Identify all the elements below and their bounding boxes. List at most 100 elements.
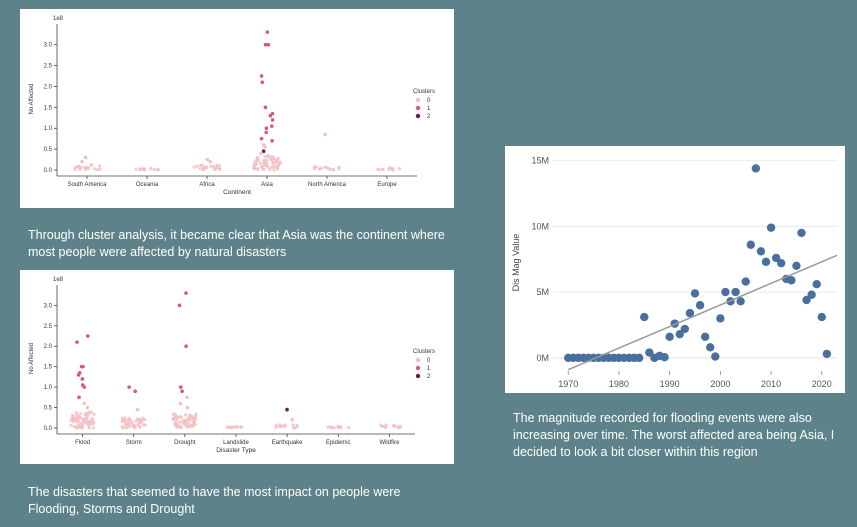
data-point — [802, 295, 811, 305]
data-point-cluster-0 — [87, 420, 91, 424]
data-point-cluster-0 — [91, 426, 96, 430]
data-point-cluster-0 — [193, 416, 197, 420]
data-point — [700, 332, 710, 342]
data-point-cluster-0 — [328, 167, 333, 171]
data-point-cluster-0 — [179, 426, 183, 430]
continent-caption: Through cluster analysis, it became clea… — [28, 228, 445, 259]
data-point-cluster-1 — [270, 118, 275, 122]
data-point — [706, 343, 715, 352]
continent-chart-panel: 1e8 0.0 0.5 1.0 1.5 2.0 2.5 3.0 No Affected South… — [20, 9, 454, 208]
data-point-cluster-0 — [179, 415, 184, 419]
y-tick-label: 0M — [536, 353, 549, 363]
data-point-cluster-0 — [330, 426, 334, 430]
data-point-cluster-0 — [186, 418, 190, 422]
legend-marker-cluster-0 — [415, 357, 421, 363]
data-point-cluster-0 — [278, 423, 282, 427]
data-point-cluster-0 — [138, 425, 142, 430]
data-point-cluster-1 — [259, 136, 264, 141]
data-point-cluster-1 — [265, 30, 270, 34]
data-point-cluster-1 — [259, 74, 264, 78]
data-point — [660, 352, 669, 362]
data-point-cluster-0 — [83, 417, 87, 421]
data-point-cluster-0 — [263, 155, 267, 159]
data-point-cluster-1 — [263, 42, 268, 47]
data-point-cluster-0 — [331, 167, 335, 172]
legend-title: Clusters — [413, 349, 435, 355]
data-point-cluster-0 — [265, 162, 269, 166]
data-point-cluster-0 — [134, 419, 138, 423]
data-point-cluster-0 — [265, 158, 269, 162]
data-point-cluster-1 — [75, 340, 79, 344]
data-point-cluster-0 — [133, 426, 137, 430]
data-point-cluster-0 — [211, 164, 216, 169]
data-point-cluster-0 — [71, 420, 75, 424]
data-point — [761, 257, 771, 267]
legend-label-cluster-1: 1 — [427, 106, 431, 112]
data-point-cluster-0 — [80, 159, 84, 164]
data-point — [812, 280, 821, 289]
y-tick-label: 15M — [531, 156, 549, 166]
data-point-cluster-0 — [276, 166, 280, 170]
data-point-cluster-0 — [125, 418, 129, 422]
data-point-cluster-1 — [77, 395, 81, 400]
y-tick-label: 2.0 — [44, 84, 53, 90]
x-tick-label: Europe — [377, 182, 397, 188]
data-point — [680, 324, 690, 334]
x-tick-label: 1980 — [609, 379, 629, 389]
data-point-cluster-0 — [215, 163, 219, 167]
trend-line — [567, 254, 838, 371]
x-tick-label: Oceania — [136, 182, 159, 188]
data-point-cluster-0 — [380, 167, 385, 171]
x-tick-label: Earthquake — [272, 440, 303, 446]
data-point-cluster-0 — [201, 168, 205, 172]
data-point-cluster-0 — [392, 424, 397, 428]
flood-magnitude-scatter-chart: 0M 5M 10M 15M 1970 1980 1990 2000 2010 2020 Dis Ma… — [511, 156, 838, 389]
data-point-cluster-0 — [73, 167, 77, 171]
data-point — [640, 312, 649, 322]
data-point-cluster-0 — [87, 423, 91, 427]
data-point-cluster-1 — [180, 389, 184, 394]
flood-magnitude-caption: The magnitude recorded for flooding even… — [513, 411, 835, 459]
data-point-cluster-0 — [83, 155, 88, 160]
data-point-cluster-0 — [204, 165, 208, 169]
y-tick-label: 1.0 — [44, 385, 53, 391]
data-point-cluster-0 — [85, 411, 89, 415]
data-point-cluster-0 — [79, 416, 83, 420]
data-point-cluster-0 — [194, 412, 198, 416]
data-point-cluster-0 — [262, 167, 266, 172]
data-point-cluster-1 — [184, 291, 188, 295]
data-point-cluster-0 — [337, 425, 341, 429]
data-point-cluster-0 — [192, 165, 196, 169]
y-tick-label: 3.0 — [44, 303, 53, 309]
data-point-cluster-1 — [178, 385, 183, 389]
data-point-cluster-0 — [263, 163, 267, 167]
y-tick-label: 1.5 — [44, 365, 53, 371]
data-point — [695, 301, 705, 310]
data-point-cluster-0 — [95, 168, 99, 172]
data-point-cluster-0 — [256, 156, 260, 160]
data-point-cluster-0 — [391, 168, 395, 172]
data-point-cluster-0 — [323, 165, 327, 169]
data-point-cluster-0 — [174, 420, 178, 424]
data-point-cluster-0 — [278, 161, 282, 165]
flood-magnitude-chart-panel: 0M 5M 10M 15M 1970 1980 1990 2000 2010 2020 Dis Ma… — [505, 146, 845, 393]
data-point — [746, 240, 755, 249]
data-point-cluster-0 — [134, 167, 138, 171]
x-axis-label: Disaster Type — [216, 447, 256, 454]
data-point — [736, 297, 745, 306]
data-point-cluster-0 — [71, 413, 75, 418]
data-point — [751, 164, 761, 173]
data-point-cluster-0 — [218, 164, 222, 168]
legend-marker-cluster-1 — [415, 105, 421, 111]
y-axis-label: No Affected — [29, 84, 35, 115]
data-point-cluster-0 — [92, 412, 96, 416]
data-point — [721, 287, 730, 297]
data-point-cluster-0 — [87, 410, 92, 414]
data-point-cluster-0 — [83, 420, 88, 424]
data-point — [792, 261, 801, 270]
x-tick-label: Epidemic — [326, 440, 351, 446]
data-point-cluster-0 — [283, 424, 287, 429]
data-point-cluster-1 — [80, 377, 85, 381]
y-tick-label: 2.5 — [44, 64, 53, 70]
x-tick-label: 2000 — [710, 379, 730, 389]
